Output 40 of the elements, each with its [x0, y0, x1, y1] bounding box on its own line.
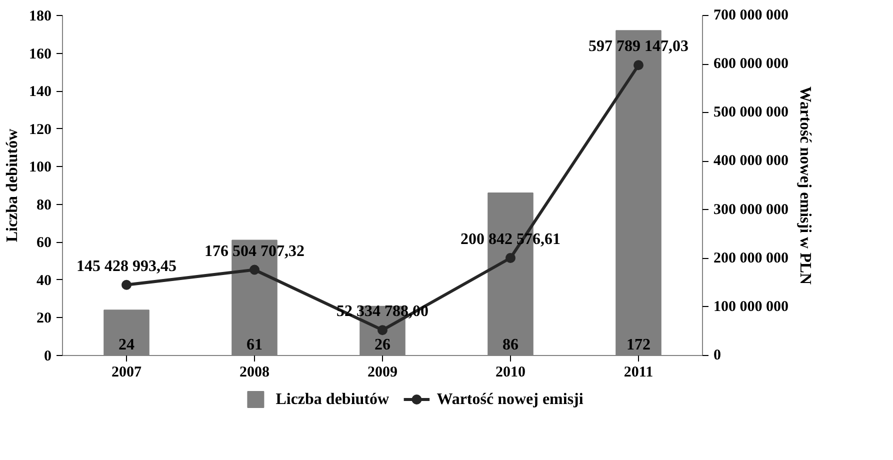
y2-tick-label: 300 000 000: [714, 202, 788, 218]
data-label: 176 504 707,32: [204, 242, 304, 260]
x-tick-label: 2011: [624, 364, 654, 380]
data-label: 86: [502, 336, 518, 354]
y2-tick-label: 500 000 000: [714, 104, 788, 121]
x-tick-label: 2008: [240, 364, 270, 380]
y-tick-label: 20: [36, 310, 52, 327]
y-tick-label: 60: [36, 235, 52, 252]
x-tick-label: 2009: [368, 364, 398, 380]
y2-tick-label: 600 000 000: [714, 56, 788, 72]
y-tick-label: 80: [36, 197, 52, 214]
y2-tick-label: 400 000 000: [714, 153, 788, 170]
data-label: 61: [246, 336, 262, 354]
x-tick-label: 2010: [496, 364, 526, 380]
y-tick-label: 40: [36, 272, 52, 289]
y2-tick-label: 0: [714, 348, 721, 364]
point: [506, 252, 516, 263]
point: [378, 325, 388, 336]
point: [122, 280, 132, 290]
y-tick-label: 140: [29, 84, 52, 100]
y2-tick-label: 100 000 000: [714, 298, 788, 315]
y-tick-label: 0: [44, 348, 52, 364]
point: [634, 60, 644, 70]
y2-axis-title: Wartość nowej emisji w PLN: [796, 86, 814, 286]
data-label: 26: [374, 336, 390, 354]
data-label: 172: [626, 336, 650, 354]
y-tick-label: 180: [29, 8, 52, 24]
legend-label: Wartość nowej emisji: [436, 391, 584, 408]
y2-tick-label: 200 000 000: [714, 250, 788, 266]
y-tick-label: 120: [29, 122, 52, 138]
point: [250, 264, 260, 275]
data-label: 597 789 147,03: [588, 38, 688, 56]
y-tick-label: 160: [29, 46, 52, 62]
y-tick-label: 100: [29, 160, 52, 176]
legend-label: Liczba debiutów: [276, 391, 390, 408]
data-label: 145 428 993,45: [76, 258, 176, 275]
y-axis-title: Liczba debiutów: [4, 128, 21, 242]
data-label: 24: [118, 336, 134, 354]
x-tick-label: 2007: [112, 364, 142, 380]
y2-tick-label: 700 000 000: [714, 8, 788, 24]
